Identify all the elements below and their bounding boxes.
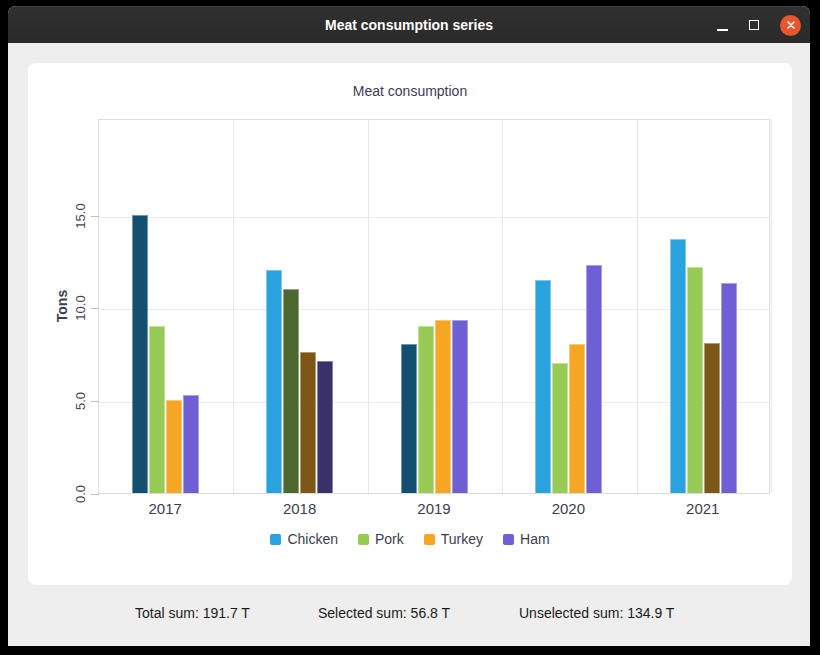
maximize-button[interactable]: [749, 20, 759, 30]
window-title: Meat consumption series: [8, 7, 810, 44]
y-axis-tick: [91, 401, 99, 402]
bar-ham-2020[interactable]: [586, 265, 602, 493]
bar-turkey-2020[interactable]: [569, 344, 585, 493]
app-window: Meat consumption series Meat consumption…: [8, 6, 810, 646]
legend-swatch: [358, 534, 369, 545]
legend-item-pork[interactable]: Pork: [358, 531, 404, 547]
y-axis-tick: [91, 216, 99, 217]
legend-item-chicken[interactable]: Chicken: [270, 531, 338, 547]
legend-label: Chicken: [287, 531, 338, 547]
legend-item-ham[interactable]: Ham: [503, 531, 550, 547]
unselected-sum-label: Unselected sum: 134.9 T: [519, 605, 674, 621]
legend-swatch: [503, 534, 514, 545]
legend-swatch: [424, 534, 435, 545]
x-axis-label: 2018: [232, 500, 366, 517]
legend-label: Ham: [520, 531, 550, 547]
x-axis-label: 2017: [98, 500, 232, 517]
bar-pork-2018[interactable]: [283, 289, 299, 493]
bar-turkey-2017[interactable]: [166, 400, 182, 493]
chart-title: Meat consumption: [28, 83, 792, 99]
bar-ham-2018[interactable]: [317, 361, 333, 493]
panel-separator: [771, 120, 772, 493]
bar-turkey-2021[interactable]: [704, 343, 720, 493]
bar-turkey-2018[interactable]: [300, 352, 316, 493]
gridline: [99, 309, 769, 310]
minimize-icon: [717, 29, 728, 31]
x-axis-label: 2019: [367, 500, 501, 517]
y-tick-label: 10.0: [73, 296, 88, 321]
panel-separator: [502, 120, 503, 493]
plot-area: [98, 119, 770, 494]
chart-card: Meat consumption Tons Chicken Pork Turkey H…: [28, 63, 792, 585]
bar-pork-2020[interactable]: [552, 363, 568, 493]
title-bar[interactable]: Meat consumption series: [8, 6, 810, 43]
bar-chicken-2017[interactable]: [132, 215, 148, 493]
bar-ham-2019[interactable]: [452, 320, 468, 493]
gridline: [99, 217, 769, 218]
bar-pork-2021[interactable]: [687, 267, 703, 493]
legend-item-turkey[interactable]: Turkey: [424, 531, 483, 547]
legend-label: Pork: [375, 531, 404, 547]
y-axis-tick: [91, 308, 99, 309]
bar-chicken-2021[interactable]: [670, 239, 686, 493]
legend-label: Turkey: [441, 531, 483, 547]
window-controls: [717, 7, 801, 43]
close-icon: [786, 20, 796, 30]
y-axis-tick: [91, 494, 99, 495]
y-axis-title: Tons: [54, 290, 70, 322]
bar-chicken-2019[interactable]: [401, 344, 417, 493]
bar-ham-2021[interactable]: [721, 283, 737, 493]
y-tick-label: 0.0: [73, 485, 88, 503]
bar-ham-2017[interactable]: [183, 395, 199, 493]
total-sum-label: Total sum: 191.7 T: [135, 605, 250, 621]
x-axis-label: 2020: [501, 500, 635, 517]
bar-chicken-2020[interactable]: [535, 280, 551, 493]
bar-chicken-2018[interactable]: [266, 270, 282, 493]
x-axis-label: 2021: [636, 500, 770, 517]
window-body: Meat consumption Tons Chicken Pork Turkey H…: [8, 43, 810, 646]
panel-separator: [637, 120, 638, 493]
bar-pork-2017[interactable]: [149, 326, 165, 493]
bar-pork-2019[interactable]: [418, 326, 434, 493]
close-button[interactable]: [780, 15, 801, 36]
selected-sum-label: Selected sum: 56.8 T: [318, 605, 450, 621]
panel-separator: [368, 120, 369, 493]
legend-swatch: [270, 534, 281, 545]
minimize-button[interactable]: [717, 20, 728, 31]
panel-separator: [233, 120, 234, 493]
y-tick-label: 15.0: [73, 203, 88, 228]
bar-turkey-2019[interactable]: [435, 320, 451, 493]
y-tick-label: 5.0: [73, 392, 88, 410]
legend: Chicken Pork Turkey Ham: [28, 531, 792, 547]
gridline: [99, 402, 769, 403]
maximize-icon: [749, 20, 759, 30]
